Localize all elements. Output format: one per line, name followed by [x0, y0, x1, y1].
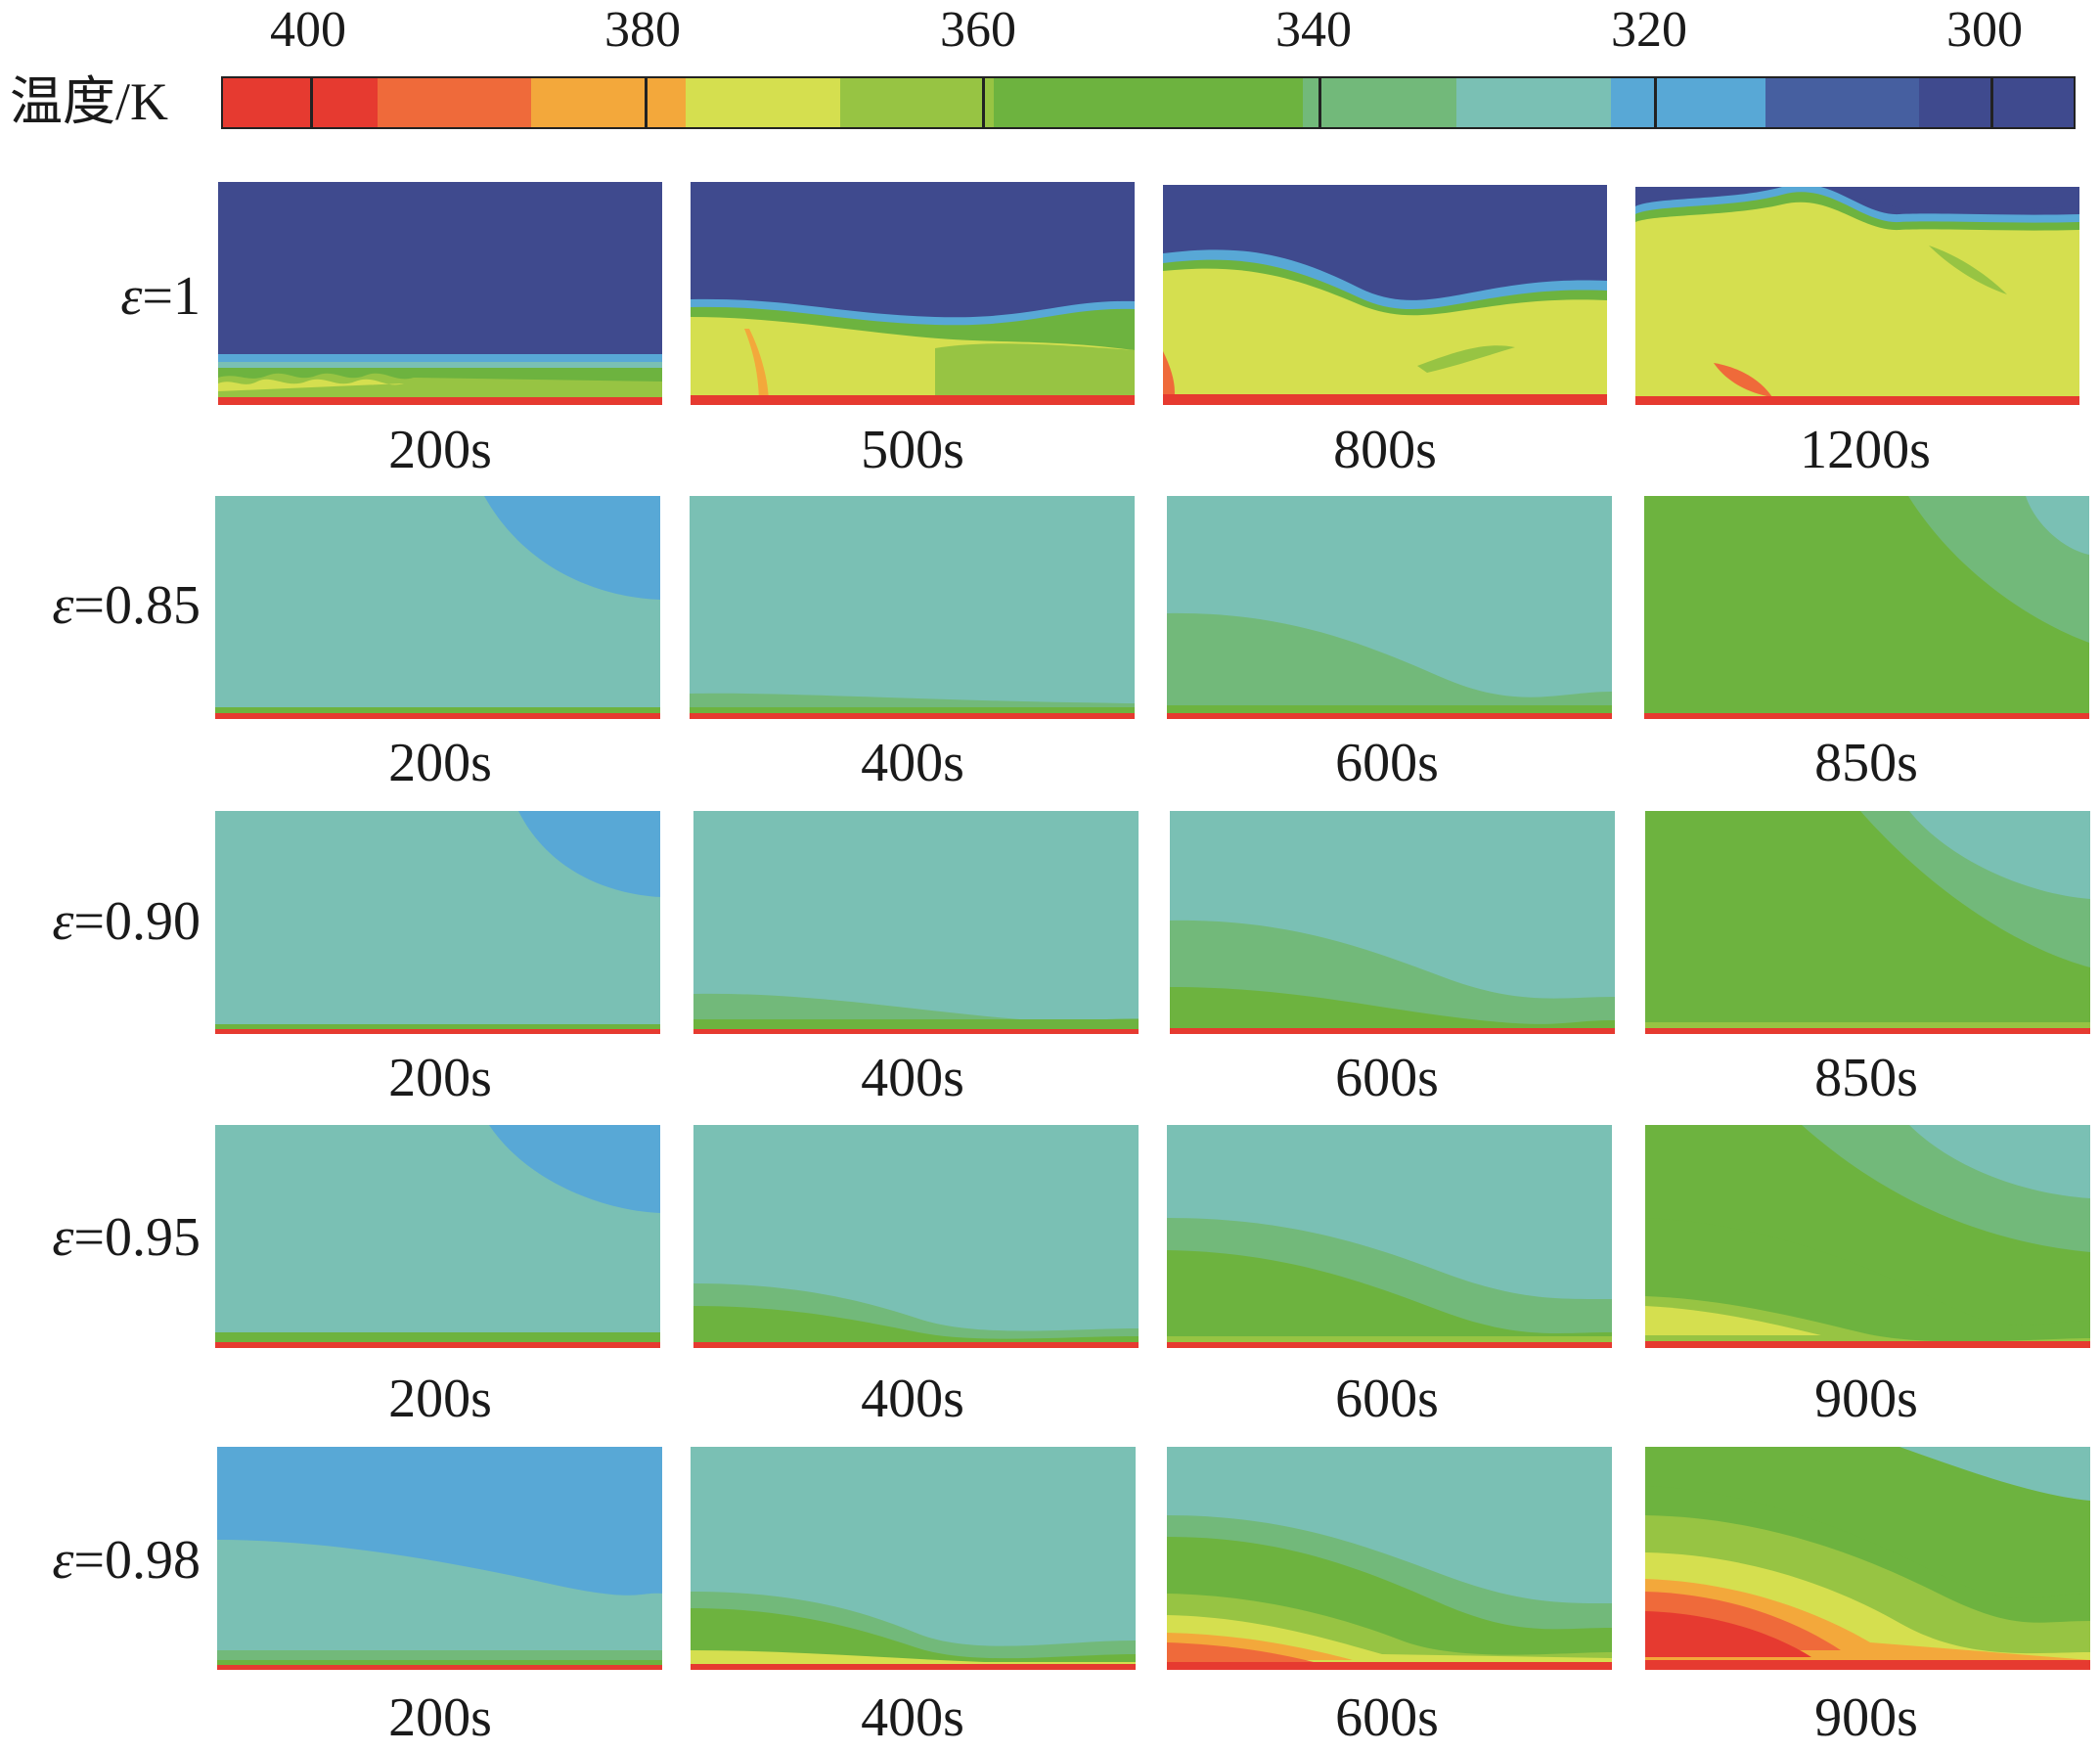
contour-panel [1167, 496, 1612, 719]
contour-panel [693, 1125, 1139, 1348]
contour-panel [218, 182, 662, 405]
colorbar-tick-label: 320 [1611, 2, 1687, 58]
contour-panel [1167, 1125, 1612, 1348]
row-label-eps-1: ε=1 [120, 266, 201, 327]
time-label: 400s [861, 1687, 964, 1748]
colorbar-segment [1456, 78, 1612, 127]
time-label: 400s [861, 733, 964, 793]
time-label: 200s [388, 1048, 492, 1108]
time-label: 1200s [1800, 420, 1931, 480]
time-label: 800s [1333, 420, 1437, 480]
colorbar-segment [223, 78, 378, 127]
contour-panel [217, 1447, 662, 1670]
colorbar-tick-mark [645, 78, 648, 127]
contour-panel [1170, 811, 1615, 1034]
contour-panel [1644, 496, 2089, 719]
colorbar-segment [1919, 78, 2075, 127]
time-label: 600s [1335, 1687, 1439, 1748]
colorbar-segment [1611, 78, 1765, 127]
contour-panel [1645, 1447, 2090, 1670]
colorbar-tick-label: 300 [1946, 2, 2023, 58]
colorbar-tick-mark [309, 78, 313, 127]
time-label: 200s [388, 1687, 492, 1748]
contour-panel [215, 1125, 660, 1348]
colorbar-tick-label: 340 [1275, 2, 1352, 58]
colorbar-tick-mark [1653, 78, 1657, 127]
contour-panel [215, 496, 660, 719]
contour-panel [1645, 1125, 2090, 1348]
colorbar-title: 温度/K [10, 72, 168, 131]
colorbar-tick-label: 360 [940, 2, 1016, 58]
time-label: 850s [1814, 733, 1918, 793]
colorbar-tick-mark [1989, 78, 1993, 127]
time-label: 900s [1814, 1687, 1918, 1748]
time-label: 600s [1335, 733, 1439, 793]
time-label: 600s [1335, 1369, 1439, 1429]
time-label: 850s [1814, 1048, 1918, 1108]
time-label: 500s [861, 420, 964, 480]
contour-panel [1635, 187, 2079, 405]
contour-panel [691, 1447, 1136, 1670]
colorbar-segment [839, 78, 995, 127]
colorbar-segment [1765, 78, 1920, 127]
row-label-eps-098: ε=0.98 [52, 1530, 201, 1591]
colorbar-segment [686, 78, 840, 127]
colorbar-tick-mark [1318, 78, 1322, 127]
time-label: 200s [388, 420, 492, 480]
time-label: 200s [388, 733, 492, 793]
time-label: 900s [1814, 1369, 1918, 1429]
colorbar-segment [377, 78, 532, 127]
time-label: 200s [388, 1369, 492, 1429]
row-label-eps-085: ε=0.85 [52, 575, 201, 636]
colorbar-tick-label: 400 [270, 2, 346, 58]
contour-panel [691, 182, 1135, 405]
contour-panel [1645, 811, 2090, 1034]
colorbar-segment [1302, 78, 1457, 127]
contour-panel [1163, 185, 1607, 405]
colorbar-segment [1148, 78, 1303, 127]
time-label: 400s [861, 1369, 964, 1429]
contour-panel [693, 811, 1139, 1034]
contour-panel [690, 496, 1135, 719]
colorbar-tick-label: 380 [604, 2, 681, 58]
contour-panel [1167, 1447, 1612, 1670]
contour-panel [215, 811, 660, 1034]
time-label: 600s [1335, 1048, 1439, 1108]
row-label-eps-090: ε=0.90 [52, 891, 201, 952]
time-label: 400s [861, 1048, 964, 1108]
colorbar-segment [994, 78, 1149, 127]
row-label-eps-095: ε=0.95 [52, 1207, 201, 1268]
colorbar-tick-mark [981, 78, 985, 127]
colorbar-segment [531, 78, 687, 127]
colorbar-gradient [221, 76, 2076, 129]
